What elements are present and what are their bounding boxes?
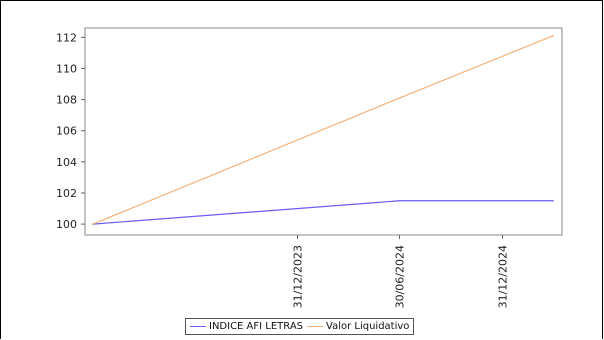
series-0-point-2 bbox=[552, 199, 554, 202]
legend-item-valor: Valor Liquidativo bbox=[307, 321, 409, 332]
y-tick-label-0: 100 bbox=[56, 218, 77, 231]
series-layer bbox=[92, 34, 554, 225]
y-tick-label-2: 104 bbox=[56, 156, 77, 169]
x-axis: 31/12/2023 30/06/2024 31/12/2024 bbox=[292, 235, 510, 308]
legend-swatch-valor bbox=[307, 326, 324, 327]
x-tick-label-0: 31/12/2023 bbox=[292, 245, 305, 308]
y-tick-label-1: 102 bbox=[56, 187, 77, 200]
y-tick-label-4: 108 bbox=[56, 94, 77, 107]
legend-swatch-indice bbox=[190, 326, 206, 327]
legend-item-indice: INDICE AFI LETRAS bbox=[190, 321, 303, 332]
legend-label-valor: Valor Liquidativo bbox=[326, 321, 410, 332]
y-axis: 100 102 104 106 108 110 112 bbox=[56, 31, 85, 231]
series-0-point-1 bbox=[398, 199, 401, 202]
legend: INDICE AFI LETRAS Valor Liquidativo bbox=[185, 318, 415, 335]
plot-area bbox=[84, 27, 563, 236]
y-tick-label-6: 112 bbox=[56, 31, 77, 44]
legend-label-indice: INDICE AFI LETRAS bbox=[209, 321, 304, 332]
y-tick-label-3: 106 bbox=[56, 125, 77, 138]
series-1-point-1 bbox=[398, 97, 401, 99]
y-tick-label-5: 110 bbox=[56, 62, 77, 75]
x-tick-label-2: 31/12/2024 bbox=[497, 245, 510, 308]
x-tick-label-1: 30/06/2024 bbox=[393, 245, 406, 308]
series-1-point-2 bbox=[552, 34, 554, 37]
series-1-point-0 bbox=[92, 223, 94, 225]
